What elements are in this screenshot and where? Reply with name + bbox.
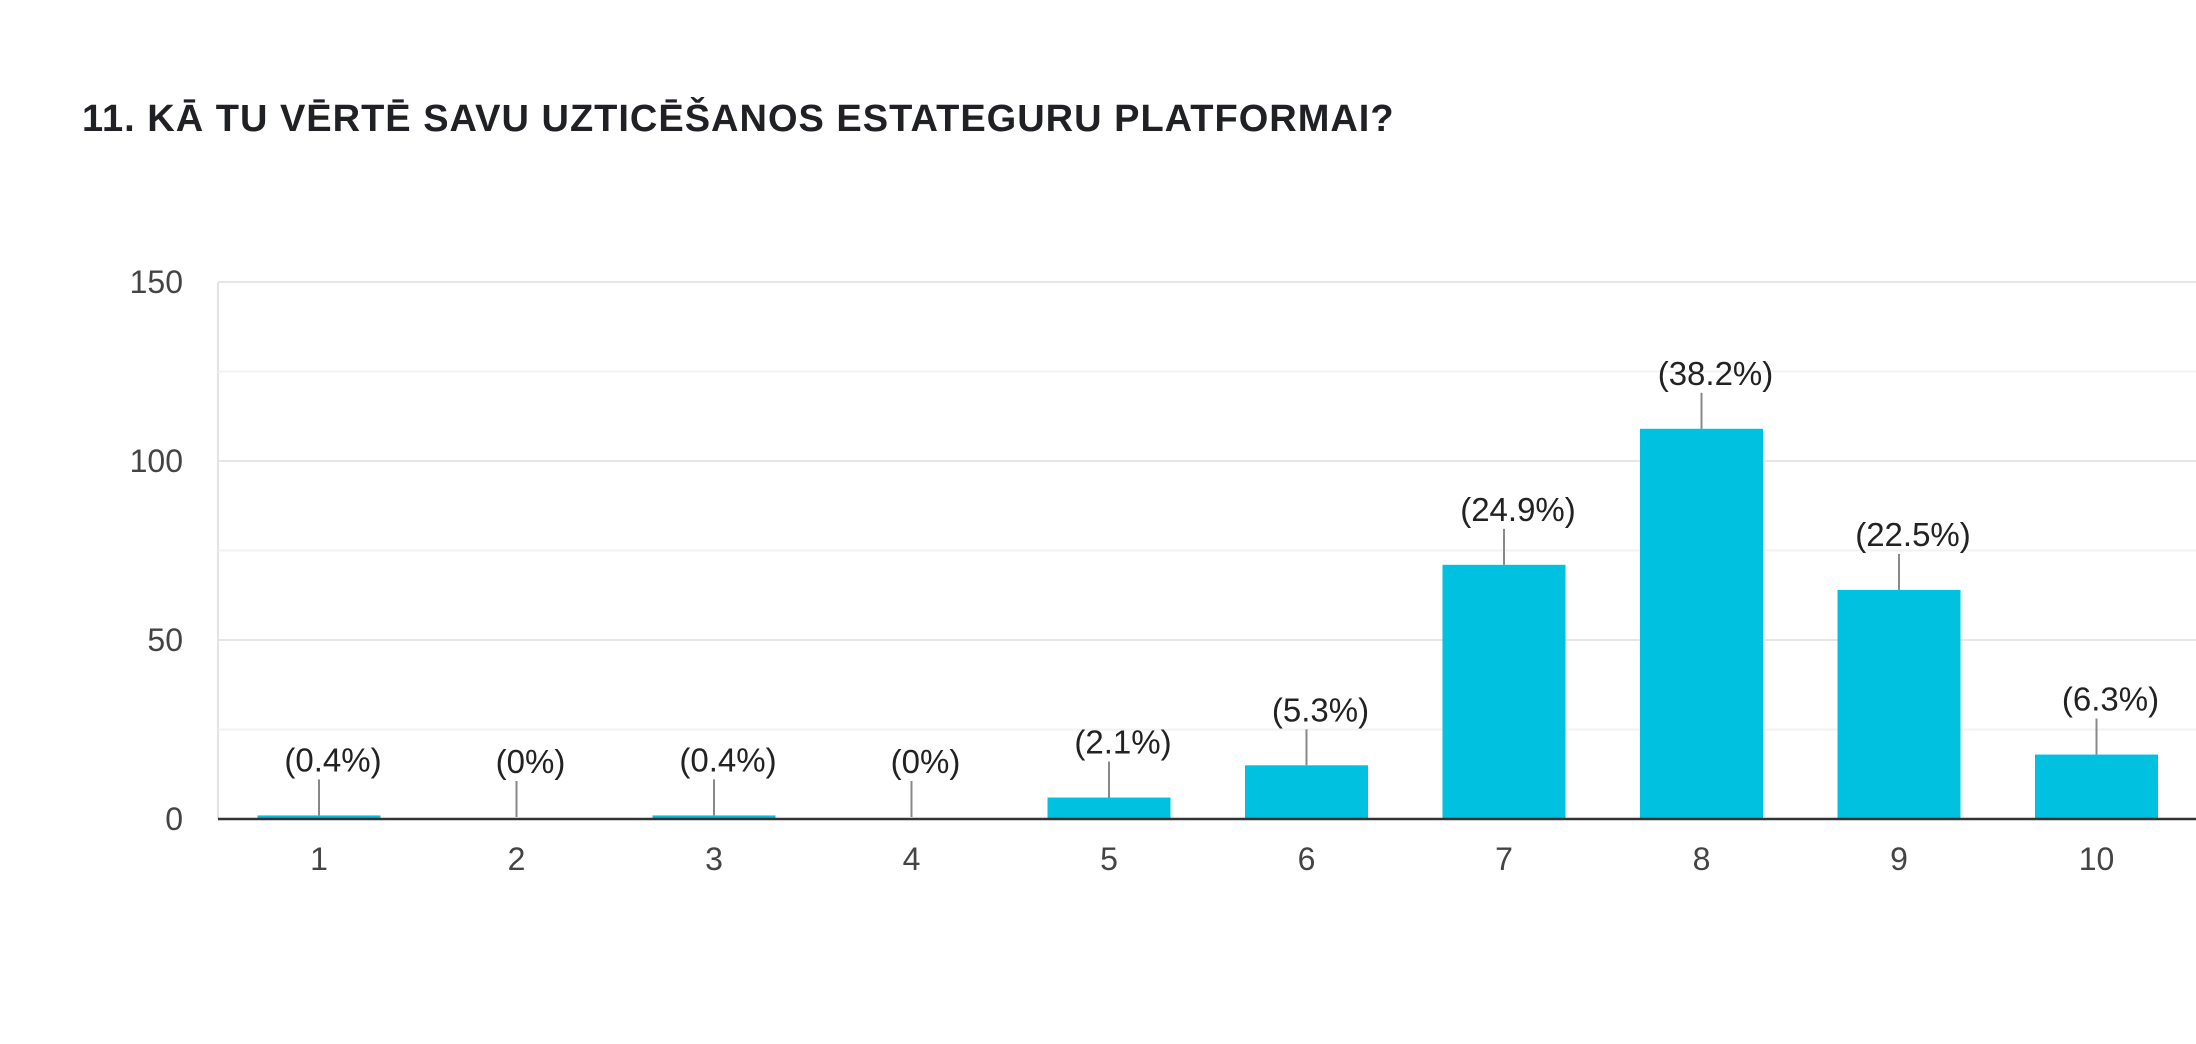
data-label: (24.9%): [1460, 491, 1576, 528]
bars: [257, 428, 2158, 819]
data-label: (2.1%): [1074, 724, 1171, 761]
y-tick-label: 50: [147, 622, 183, 658]
bar: [652, 815, 776, 819]
data-label: (0.4%): [284, 741, 381, 778]
x-tick-label: 7: [1495, 841, 1513, 877]
data-label: (22.5%): [1855, 516, 1971, 553]
bar: [1442, 564, 1566, 819]
bar: [1640, 428, 1763, 819]
data-label: (38.2%): [1658, 355, 1774, 392]
x-tick-label: 6: [1298, 841, 1316, 877]
data-label: (5.3%): [1272, 691, 1369, 728]
data-label: (0.4%): [679, 741, 776, 778]
bar: [1047, 797, 1171, 819]
bar: [2035, 754, 2158, 819]
chart-title: 11. KĀ TU VĒRTĒ SAVU UZTICĒŠANOS ESTATEG…: [82, 98, 1395, 140]
x-tick-label: 4: [903, 841, 921, 877]
y-tick-label: 100: [130, 443, 183, 479]
x-tick-label: 9: [1890, 841, 1908, 877]
x-tick-label: 5: [1100, 841, 1118, 877]
x-tick-label: 8: [1693, 841, 1711, 877]
grid: [217, 281, 2196, 819]
data-label: (0%): [496, 743, 566, 780]
x-axis-ticks: 1 2 3 4 5 6 7 8 9 10: [310, 841, 2114, 877]
x-tick-label: 10: [2079, 841, 2115, 877]
x-tick-label: 3: [705, 841, 723, 877]
y-tick-label: 150: [130, 264, 183, 300]
y-axis-ticks: 0 50 100 150: [130, 264, 183, 837]
x-tick-label: 2: [508, 841, 526, 877]
y-tick-label: 0: [165, 801, 183, 837]
x-tick-label: 1: [310, 841, 328, 877]
bar: [257, 815, 381, 819]
bar: [1245, 765, 1368, 819]
data-labels: (0.4%) (0%) (0.4%) (0%) (2.1%) (5.3%) (24.9%) (…: [284, 355, 2159, 817]
data-label: (0%): [891, 743, 961, 780]
data-label: (6.3%): [2062, 681, 2159, 718]
bar: [1837, 589, 1961, 819]
